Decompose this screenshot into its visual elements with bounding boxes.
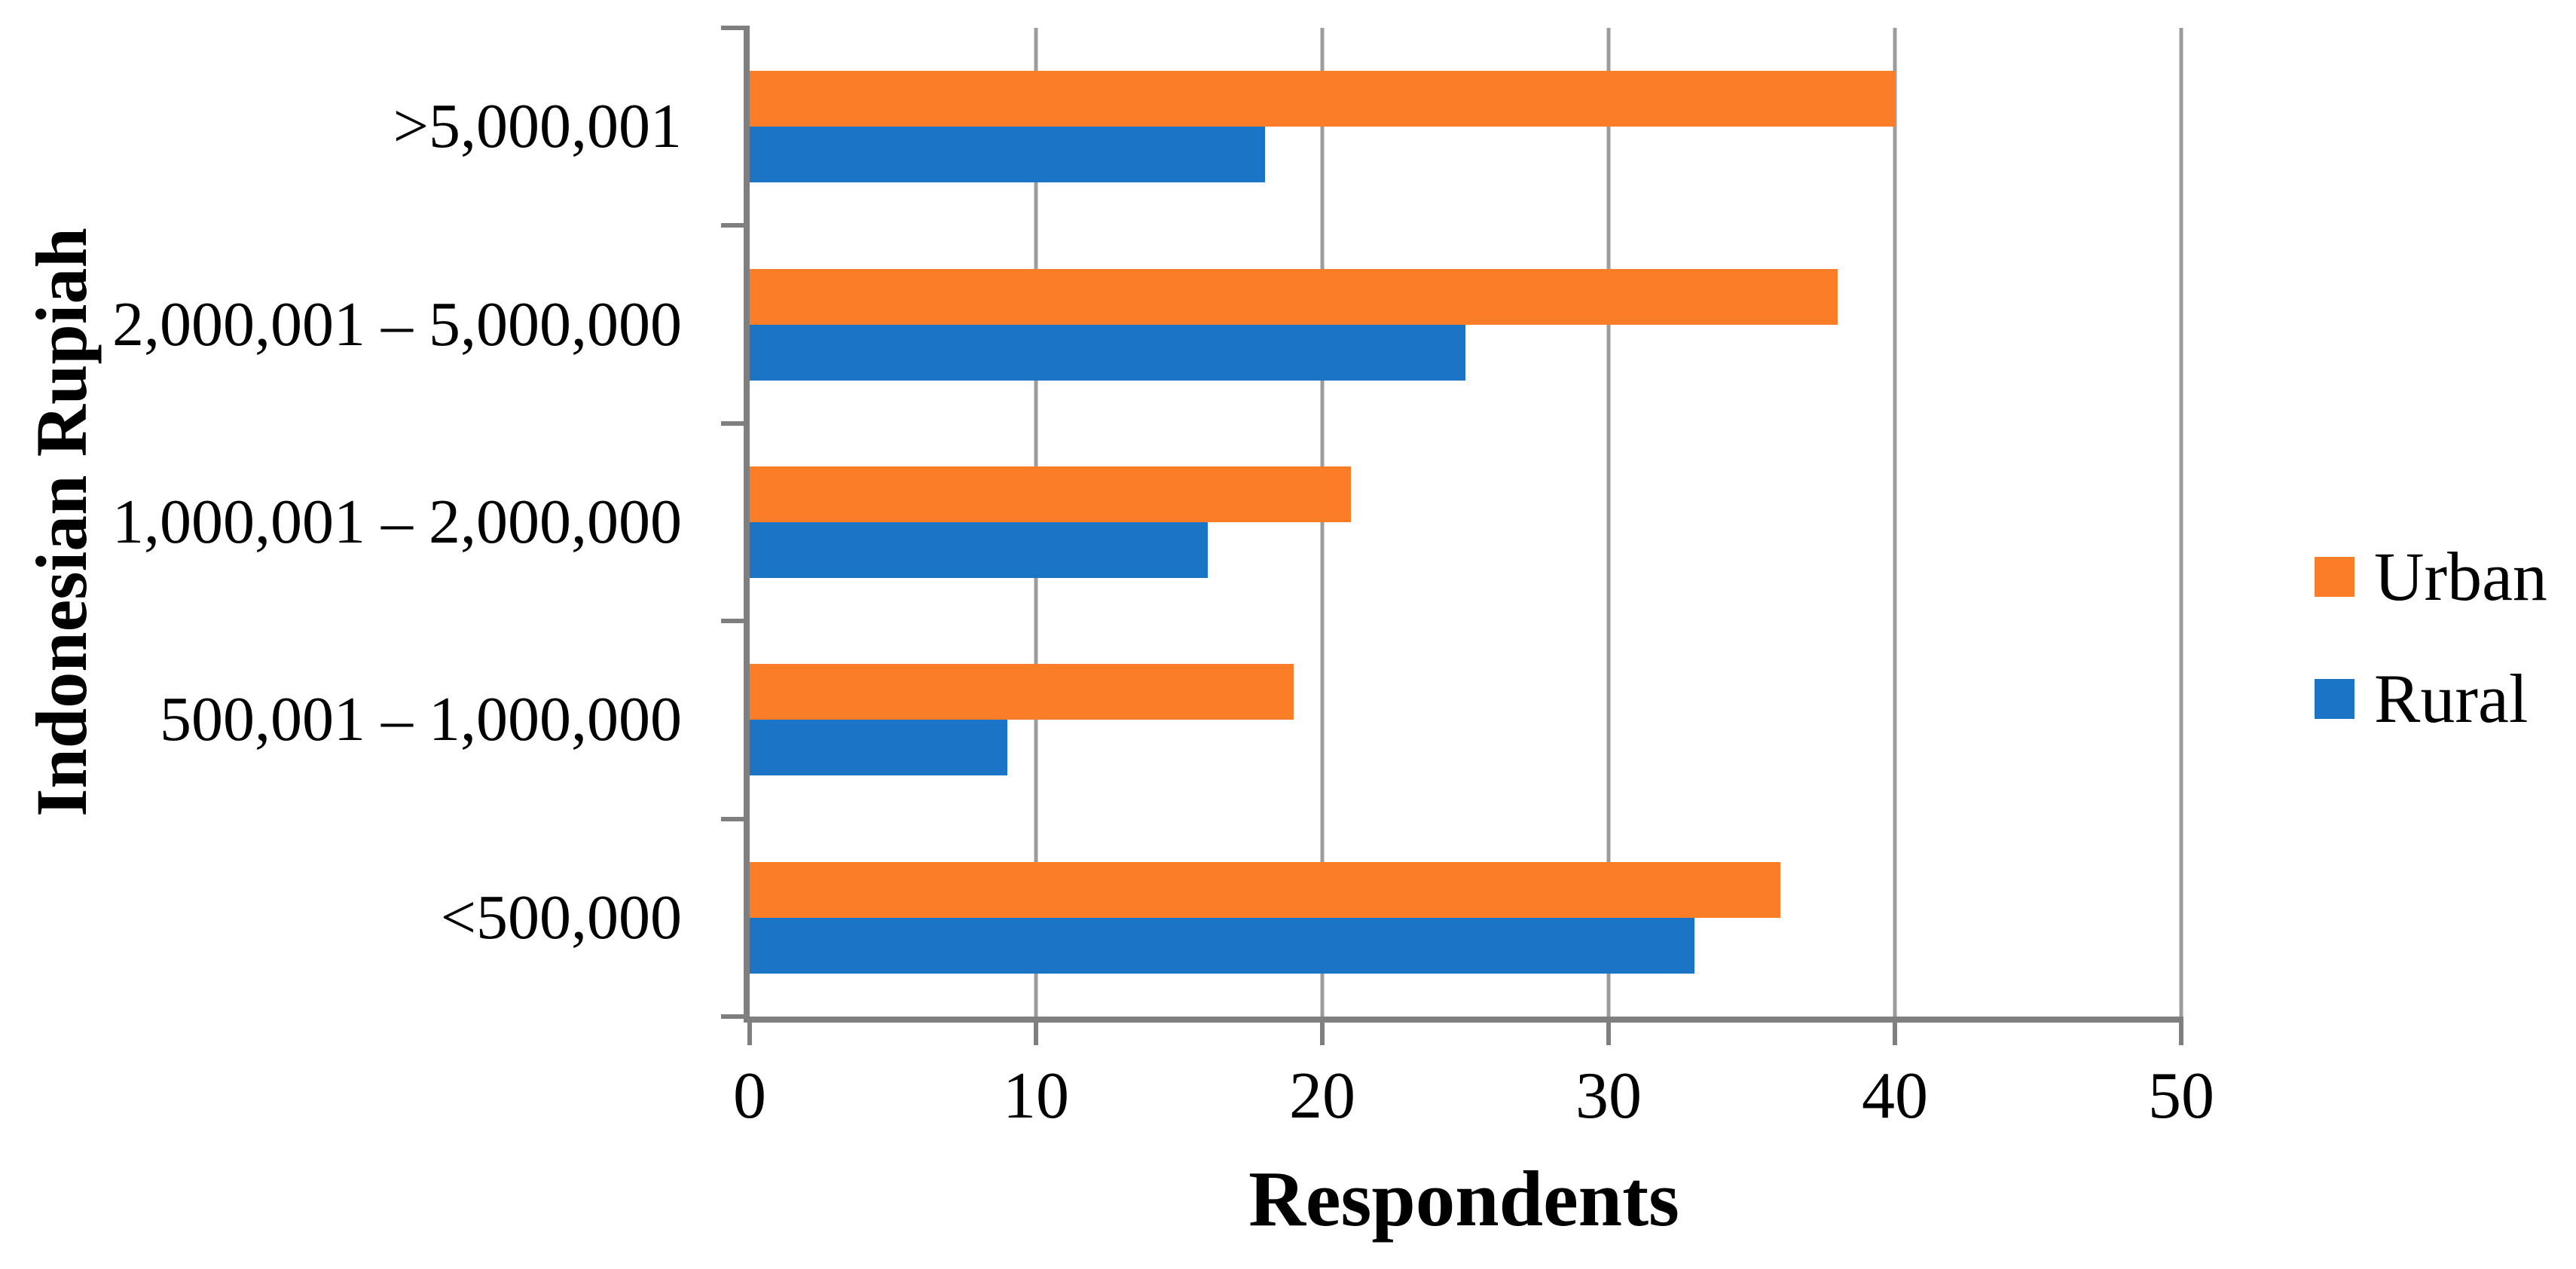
legend-label-urban: Urban bbox=[2374, 538, 2547, 615]
bar-rural-3 bbox=[750, 720, 1007, 776]
category-label-2: 1,000,001 – 2,000,000 bbox=[112, 487, 682, 557]
bar-rural-4 bbox=[750, 917, 1694, 974]
x-tick-label-0: 0 bbox=[733, 1060, 766, 1133]
x-axis-tickmark-30 bbox=[1606, 1017, 1611, 1045]
bar-urban-0 bbox=[750, 71, 1895, 127]
x-axis-tickmark-50 bbox=[2179, 1017, 2183, 1045]
legend-swatch-urban bbox=[2315, 556, 2354, 597]
legend-entry-urban: Urban bbox=[2315, 542, 2547, 611]
bar-urban-3 bbox=[750, 664, 1294, 720]
category-label-0: >5,000,001 bbox=[393, 91, 682, 162]
x-axis-tickmark-10 bbox=[1034, 1017, 1038, 1045]
x-tick-label-50: 50 bbox=[2148, 1060, 2214, 1133]
category-label-4: <500,000 bbox=[440, 882, 682, 953]
x-tick-label-10: 10 bbox=[1003, 1060, 1069, 1133]
legend-entry-rural: Rural bbox=[2315, 664, 2528, 733]
x-axis-title: Respondents bbox=[1248, 1154, 1679, 1243]
gridline-x-50 bbox=[2179, 28, 2183, 1017]
plot-area bbox=[721, 26, 2183, 1045]
y-axis-tickmark bbox=[721, 1014, 750, 1019]
y-axis-tickmark bbox=[721, 619, 750, 624]
bar-rural-1 bbox=[750, 324, 1465, 381]
x-axis-tickmark-40 bbox=[1893, 1017, 1897, 1045]
legend-label-rural: Rural bbox=[2374, 660, 2529, 737]
gridline-x-40 bbox=[1893, 28, 1897, 1017]
legend-swatch-rural bbox=[2315, 678, 2354, 719]
x-tick-label-30: 30 bbox=[1575, 1060, 1642, 1133]
x-tick-label-20: 20 bbox=[1289, 1060, 1355, 1133]
y-axis-tickmark bbox=[721, 420, 750, 426]
gridline-x-30 bbox=[1606, 28, 1611, 1017]
bar-rural-0 bbox=[750, 127, 1265, 183]
y-axis-tickmark bbox=[721, 816, 750, 821]
x-axis-tickmark-20 bbox=[1320, 1017, 1325, 1045]
bar-urban-2 bbox=[750, 466, 1351, 522]
bar-rural-2 bbox=[750, 522, 1208, 578]
category-label-1: 2,000,001 – 5,000,000 bbox=[112, 289, 682, 359]
category-label-3: 500,001 – 1,000,000 bbox=[160, 684, 682, 755]
y-axis-title: Indonesian Rupiah bbox=[21, 228, 102, 817]
y-axis-tickmark bbox=[721, 223, 750, 228]
y-axis-tickmark bbox=[721, 26, 750, 30]
gridline-x-20 bbox=[1320, 28, 1325, 1017]
x-axis-tickmark-0 bbox=[747, 1017, 752, 1045]
bar-urban-4 bbox=[750, 861, 1780, 918]
bar-urban-1 bbox=[750, 268, 1838, 325]
x-tick-label-40: 40 bbox=[1862, 1060, 1928, 1133]
